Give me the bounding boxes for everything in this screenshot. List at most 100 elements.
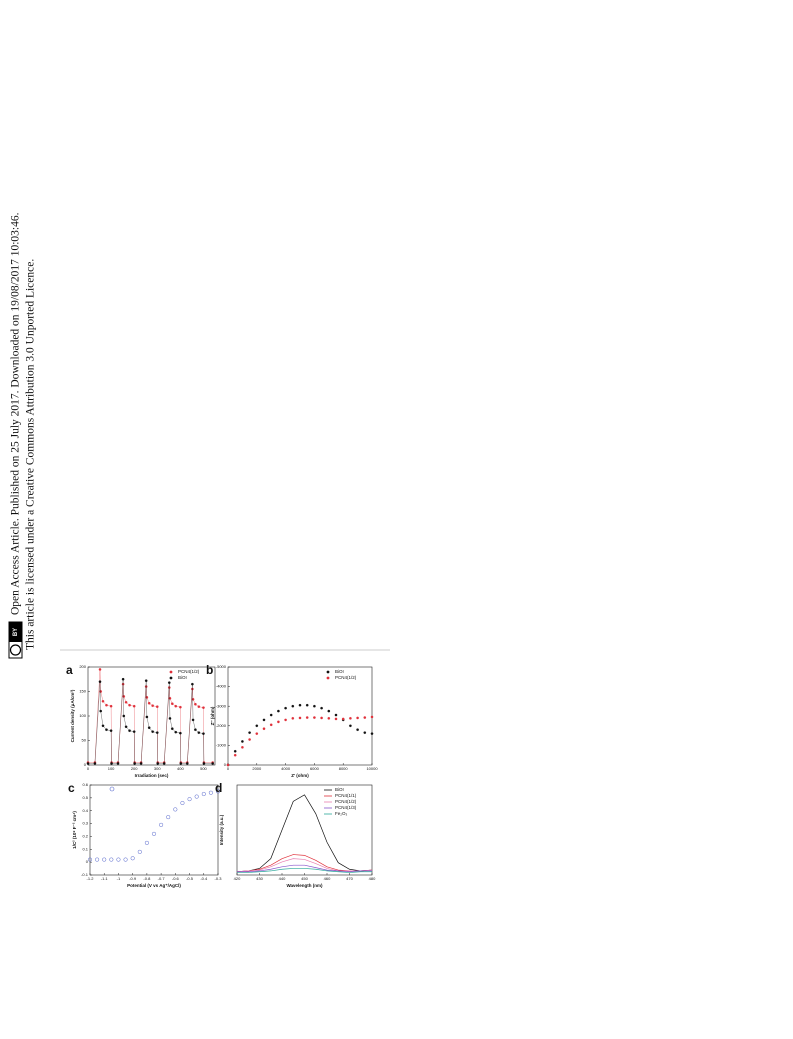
data-point xyxy=(226,763,230,767)
x-tick-label: 440 xyxy=(279,876,286,881)
y-axis-label: Z'' (ohm) xyxy=(210,706,215,725)
data-point xyxy=(124,725,128,729)
y-axis-label-group: Intensity (a.u.) xyxy=(219,814,224,845)
data-point xyxy=(116,857,121,862)
data-point xyxy=(370,715,374,719)
data-point xyxy=(298,716,302,720)
data-point xyxy=(194,702,197,706)
data-point xyxy=(128,729,131,733)
data-point xyxy=(197,731,201,734)
x-tick-label: 4000 xyxy=(281,766,291,771)
y-tick-label: 150 xyxy=(79,689,86,694)
y-axis-label-group: 1/C² (10⁹ F⁻² cm⁴) xyxy=(72,811,77,849)
data-point xyxy=(341,717,345,721)
data-point xyxy=(167,681,171,684)
legend-swatch xyxy=(169,676,173,680)
x-axis-label: Potential (V vs Ag⁺/AgCl) xyxy=(127,883,181,888)
data-point xyxy=(291,717,295,720)
legend-label: BiOI xyxy=(335,787,344,792)
y-tick-label: 0.6 xyxy=(82,782,88,787)
x-tick-label: 8000 xyxy=(339,766,349,771)
data-point xyxy=(291,704,295,708)
data-point xyxy=(145,715,149,719)
y-tick-label: -5000 xyxy=(216,664,227,669)
data-point xyxy=(132,730,136,733)
x-tick-label: -0.8 xyxy=(143,876,151,881)
data-point xyxy=(363,716,367,719)
data-point xyxy=(151,831,157,836)
y-tick-label: -1000 xyxy=(216,742,227,747)
panel-label: c xyxy=(68,781,75,795)
data-point xyxy=(202,732,205,735)
data-point xyxy=(215,789,221,794)
data-point xyxy=(168,697,172,700)
plot-frame xyxy=(227,666,373,766)
y-tick-label: -3000 xyxy=(216,703,227,708)
data-point xyxy=(211,762,214,765)
legend-marker xyxy=(109,786,115,792)
data-point xyxy=(101,699,105,703)
sidebar-line-1: Open Access Article. Published on 25 Jul… xyxy=(10,212,22,615)
data-point xyxy=(185,762,189,765)
data-point xyxy=(180,800,185,806)
x-tick-label: 300 xyxy=(154,766,161,771)
y-tick-label: 0.3 xyxy=(82,821,88,826)
data-point xyxy=(363,731,367,734)
x-tick-label: 460 xyxy=(324,876,331,881)
series-line xyxy=(88,669,213,763)
data-point xyxy=(327,709,331,713)
data-point xyxy=(284,706,287,710)
y-tick-label: 0.2 xyxy=(82,833,88,838)
data-point xyxy=(262,718,266,722)
data-point xyxy=(105,703,108,707)
y-tick-label: 200 xyxy=(79,664,86,669)
panel-label: b xyxy=(206,663,213,677)
data-point xyxy=(99,690,103,693)
data-point xyxy=(370,732,374,735)
data-point xyxy=(109,729,113,733)
data-point xyxy=(179,731,182,735)
legend-label: PCN4(1/1) xyxy=(335,793,357,798)
data-point xyxy=(102,857,107,862)
data-point xyxy=(320,716,323,720)
data-point xyxy=(194,728,197,732)
x-tick-label: 500 xyxy=(200,766,207,771)
data-point xyxy=(93,762,97,765)
data-point xyxy=(109,704,113,708)
y-tick-label: 0.5 xyxy=(82,795,88,800)
data-point xyxy=(305,716,309,719)
x-tick-label: 430 xyxy=(256,876,263,881)
data-point xyxy=(202,706,205,709)
data-point xyxy=(156,762,160,765)
data-point xyxy=(194,794,199,799)
x-tick-label: 10000 xyxy=(366,766,378,771)
x-tick-label: -1.2 xyxy=(87,876,95,881)
data-point xyxy=(191,698,195,701)
legend-label: BiOI xyxy=(335,669,344,674)
data-point xyxy=(174,730,178,734)
y-tick-label: 0 xyxy=(224,762,227,767)
data-point xyxy=(155,731,159,734)
x-tick-label: 200 xyxy=(131,766,138,771)
sidebar-line-2: This article is licensed under a Creativ… xyxy=(25,259,37,650)
data-point xyxy=(202,762,206,765)
data-point xyxy=(110,762,113,765)
panel-label: a xyxy=(66,663,73,677)
data-point xyxy=(109,857,114,862)
cc-badge: BY xyxy=(8,621,23,659)
x-tick-label: -1 xyxy=(117,876,121,881)
x-tick-label: -0.3 xyxy=(215,876,223,881)
data-point xyxy=(349,717,352,720)
data-point xyxy=(99,709,103,713)
data-point xyxy=(105,728,108,732)
x-axis-label: Wavelength (nm) xyxy=(286,883,323,888)
x-tick-label: 480 xyxy=(369,876,376,881)
data-point xyxy=(305,703,309,707)
data-point xyxy=(155,705,159,708)
panel-label: d xyxy=(215,781,222,795)
data-point xyxy=(313,704,316,708)
data-point xyxy=(124,700,128,704)
sidebar-line-1-group: Open Access Article. Published on 25 Jul… xyxy=(10,212,22,615)
x-axis-label: Irradiation (sec) xyxy=(135,773,169,778)
